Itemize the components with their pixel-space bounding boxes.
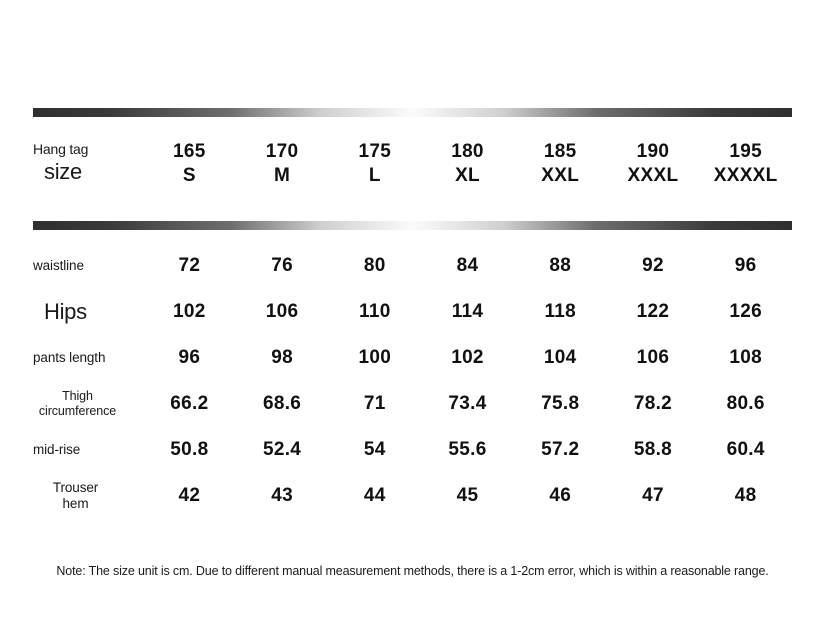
table-cell: 96 xyxy=(734,255,757,276)
header-column: 175 L xyxy=(328,139,421,188)
table-cell: 88 xyxy=(549,255,572,276)
table-cell: 114 xyxy=(451,301,484,322)
table-cell: 73.4 xyxy=(448,393,487,414)
row-label: waistline xyxy=(33,258,84,273)
table-cell: 100 xyxy=(358,347,392,368)
header-height: 190 xyxy=(636,141,670,162)
hang-tag-label-line2: size xyxy=(44,159,82,184)
table-cell: 76 xyxy=(271,255,293,276)
header-height: 185 xyxy=(543,141,577,162)
table-cell: 106 xyxy=(265,301,299,322)
table-cell: 96 xyxy=(178,347,201,368)
table-cell: 80.6 xyxy=(726,393,765,414)
table-cell: 104 xyxy=(543,347,577,368)
table-cell: 122 xyxy=(636,301,670,322)
table-cell: 71 xyxy=(363,393,386,414)
table-cell: 118 xyxy=(544,301,577,322)
table-row: Trouser hem 42 43 44 45 46 47 48 xyxy=(0,473,825,519)
divider-top xyxy=(33,108,792,117)
table-cell: 92 xyxy=(642,255,664,276)
table-cell: 84 xyxy=(456,255,479,276)
table-cell: 50.8 xyxy=(170,439,209,460)
table-row: waistline 72 76 80 84 88 92 96 xyxy=(0,243,825,289)
hang-tag-label-line1: Hang tag xyxy=(33,141,89,157)
table-header: Hang tag size 165 S 170 M 175 L 180 XL 1… xyxy=(0,117,825,221)
table-row: Thigh circumference 66.2 68.6 71 73.4 75… xyxy=(0,381,825,427)
header-size: XXL xyxy=(541,165,580,186)
table-cell: 60.4 xyxy=(726,439,765,460)
row-label: mid-rise xyxy=(33,442,81,457)
row-label: Hips xyxy=(44,299,87,324)
table-cell: 54 xyxy=(363,439,386,460)
header-size: L xyxy=(368,165,381,186)
header-column: 165 S xyxy=(143,139,236,188)
row-values: 102 106 110 114 118 122 126 xyxy=(143,301,825,323)
table-cell: 48 xyxy=(734,485,757,506)
table-cell: 68.6 xyxy=(262,393,302,414)
table-cell: 47 xyxy=(642,485,664,506)
header-size: XL xyxy=(455,165,480,186)
table-cell: 98 xyxy=(271,347,293,368)
table-cell: 102 xyxy=(173,301,206,322)
table-cell: 80 xyxy=(363,255,386,276)
table-cell: 126 xyxy=(729,301,762,322)
row-label: Trouser hem xyxy=(0,480,143,512)
header-height: 170 xyxy=(265,141,299,162)
header-column: 170 M xyxy=(236,139,329,188)
table-cell: 44 xyxy=(363,485,386,506)
table-cell: 75.8 xyxy=(541,393,580,414)
row-label-line1: Trouser xyxy=(52,480,99,495)
table-cell: 108 xyxy=(729,347,762,368)
row-label-line1: Thigh xyxy=(62,389,93,403)
table-cell: 58.8 xyxy=(633,439,673,460)
row-values: 42 43 44 45 46 47 48 xyxy=(143,485,825,507)
header-columns: 165 S 170 M 175 L 180 XL 185 XXL 190 XXX… xyxy=(143,139,792,188)
table-cell: 52.4 xyxy=(262,439,302,460)
table-cell: 66.2 xyxy=(170,393,209,414)
table-cell: 42 xyxy=(178,485,201,506)
table-cell: 43 xyxy=(271,485,293,506)
header-row-label: Hang tag size xyxy=(33,141,143,185)
table-cell: 46 xyxy=(549,485,572,506)
header-column: 185 XXL xyxy=(514,139,607,188)
header-height: 175 xyxy=(358,141,392,162)
divider-bottom xyxy=(33,221,792,230)
table-row: Hips 102 106 110 114 118 122 126 xyxy=(0,289,825,335)
header-column: 190 XXXL xyxy=(607,139,700,188)
row-values: 50.8 52.4 54 55.6 57.2 58.8 60.4 xyxy=(143,439,825,461)
table-body: waistline 72 76 80 84 88 92 96 Hips 102 … xyxy=(0,243,825,519)
table-cell: 57.2 xyxy=(541,439,580,460)
header-size: S xyxy=(182,165,196,186)
row-values: 66.2 68.6 71 73.4 75.8 78.2 80.6 xyxy=(143,393,825,415)
header-height: 180 xyxy=(451,141,484,162)
header-height: 165 xyxy=(173,141,206,162)
table-cell: 55.6 xyxy=(448,439,487,460)
row-values: 96 98 100 102 104 106 108 xyxy=(143,347,825,369)
table-cell: 72 xyxy=(178,255,201,276)
table-row: pants length 96 98 100 102 104 106 108 xyxy=(0,335,825,381)
row-values: 72 76 80 84 88 92 96 xyxy=(143,255,825,277)
table-cell: 102 xyxy=(451,347,484,368)
header-size: M xyxy=(274,165,291,186)
table-cell: 110 xyxy=(359,301,391,322)
row-label: Thigh circumference xyxy=(0,389,143,419)
measurement-note: Note: The size unit is cm. Due to differ… xyxy=(56,564,769,578)
table-cell: 45 xyxy=(456,485,479,506)
header-size: XXXL xyxy=(627,165,679,186)
table-row: mid-rise 50.8 52.4 54 55.6 57.2 58.8 60.… xyxy=(0,427,825,473)
row-label: pants length xyxy=(33,350,106,365)
header-column: 195 XXXXL xyxy=(699,139,792,188)
header-size: XXXXL xyxy=(713,165,778,186)
row-label-line2: circumference xyxy=(38,404,117,418)
table-cell: 78.2 xyxy=(633,393,673,414)
header-column: 180 XL xyxy=(421,139,514,188)
table-cell: 106 xyxy=(636,347,670,368)
row-label-line2: hem xyxy=(62,496,89,511)
header-height: 195 xyxy=(729,141,762,162)
